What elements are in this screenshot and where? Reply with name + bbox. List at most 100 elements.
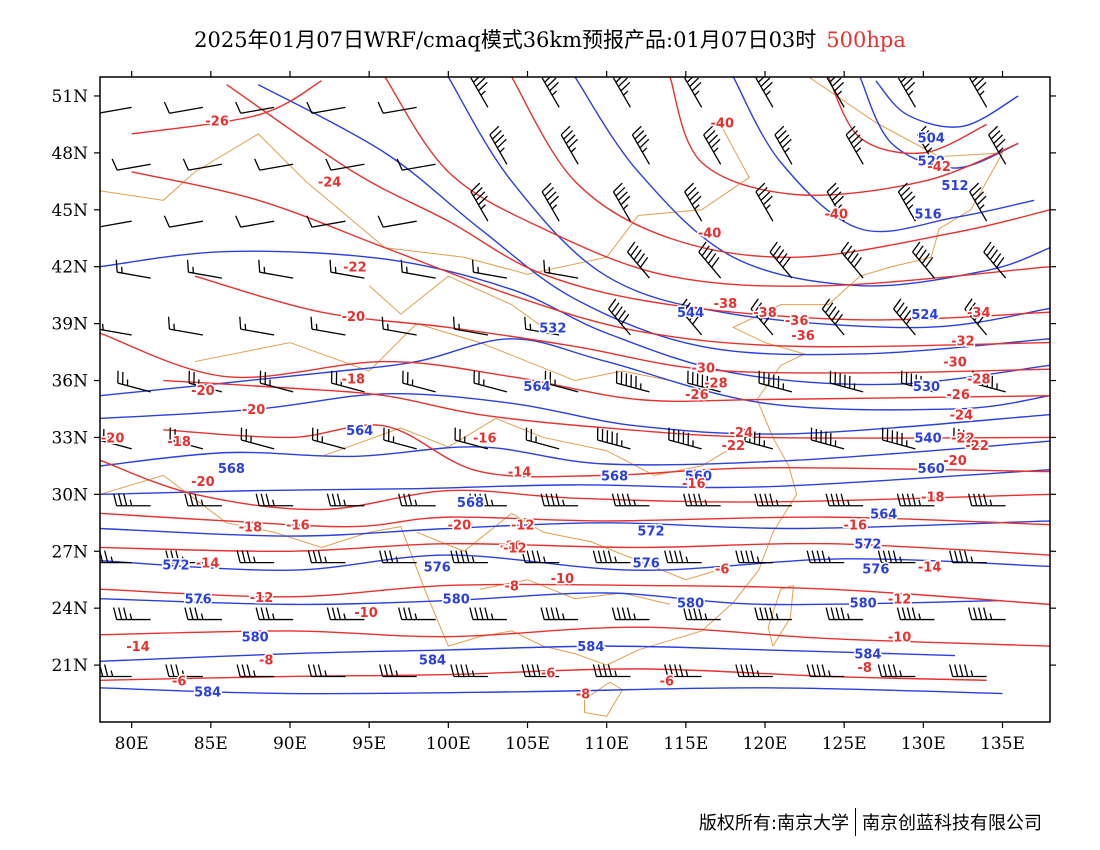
height-contour <box>732 77 1035 233</box>
wind-barb <box>186 259 223 279</box>
temperature-label: -34 <box>967 306 991 321</box>
height-label: 576 <box>424 560 451 575</box>
copyright-owner: 版权所有:南京大学 <box>698 813 849 834</box>
border-line <box>368 275 544 328</box>
wind-barb <box>825 493 864 507</box>
temperature-contour <box>194 275 1050 374</box>
temperature-label: -24 <box>730 426 754 441</box>
wind-barb <box>100 428 132 450</box>
temperature-label: -32 <box>951 335 975 350</box>
wind-barb <box>310 316 346 336</box>
temperature-contour <box>827 77 987 155</box>
height-label: 520 <box>918 154 945 169</box>
wind-barb <box>111 158 151 171</box>
temperature-label: -16 <box>473 431 497 446</box>
temperature-label: -26 <box>205 115 229 130</box>
wind-barb <box>381 316 417 336</box>
lon-tick-label: 115E <box>663 734 708 754</box>
temperature-label: -20 <box>448 519 472 534</box>
height-contour <box>100 338 1050 411</box>
temperature-label: -26 <box>946 388 970 403</box>
wind-barb <box>379 664 417 678</box>
wind-barb <box>684 182 703 222</box>
temperature-contour <box>163 424 1050 478</box>
temperature-label: -42 <box>927 160 951 175</box>
wind-barb <box>452 316 489 336</box>
border-line <box>100 118 750 275</box>
height-label: 560 <box>685 469 712 484</box>
wind-barb <box>611 493 650 507</box>
temperature-label: -8 <box>504 579 518 594</box>
wind-barb <box>543 259 579 279</box>
wind-barb <box>521 664 560 678</box>
temperature-label: -6 <box>660 674 674 689</box>
temperature-label: -38 <box>753 306 777 321</box>
temperature-contour <box>163 379 1050 439</box>
wind-barb <box>596 427 631 450</box>
wind-barb <box>668 427 702 450</box>
wind-barb <box>471 259 508 279</box>
wind-barb <box>326 607 365 621</box>
lon-tick-label: 90E <box>273 734 307 754</box>
temperature-label: -38 <box>714 297 738 312</box>
height-label: 572 <box>854 538 881 553</box>
temperature-contour <box>100 542 1050 556</box>
map-frame <box>99 76 1051 723</box>
wind-barb <box>968 607 1006 621</box>
wind-barb <box>912 241 935 279</box>
copyright-company: 南京创蓝科技有限公司 <box>862 813 1042 834</box>
wind-barb <box>758 370 793 393</box>
temperature-contour <box>100 512 1050 528</box>
height-contour <box>100 440 1050 467</box>
lon-tick-label: 120E <box>743 734 788 754</box>
wind-barb <box>113 607 151 621</box>
wind-barb <box>254 158 294 171</box>
lat-tick-label: 33N <box>51 428 88 448</box>
wind-barb <box>100 664 132 678</box>
wind-barb <box>612 182 631 222</box>
height-label: 576 <box>862 562 889 577</box>
height-label: 560 <box>918 462 945 477</box>
wind-barb <box>540 493 579 507</box>
wind-barb <box>592 664 631 678</box>
height-label: 564 <box>346 424 373 439</box>
temperature-label: -14 <box>508 466 532 481</box>
height-contour <box>859 77 1019 169</box>
temperature-label: -28 <box>967 373 991 388</box>
wind-barb <box>167 316 204 336</box>
wind-barb <box>524 316 560 336</box>
longitude-axis: 80E 85E 90E 95E 100E 105E 110E 115E 120E 125E 130E… <box>115 71 1025 754</box>
temperature-label: -16 <box>844 519 868 534</box>
height-label: 568 <box>601 469 628 484</box>
temperature-labels: -26-24-40-42-40-40-22-38-36-20-18-20-20-… <box>100 113 992 704</box>
wind-barb <box>184 607 222 621</box>
wind-barb <box>169 427 204 450</box>
wind-barb <box>826 182 845 222</box>
wind-barb <box>687 370 721 393</box>
temperature-label: -18 <box>167 435 191 450</box>
wind-barb <box>450 550 488 564</box>
temperature-contour <box>100 332 1050 403</box>
wind-barb <box>735 550 773 564</box>
height-label: 512 <box>941 179 968 194</box>
temperature-label: -14 <box>918 560 942 575</box>
wind-barb <box>235 101 275 114</box>
temperature-label: -14 <box>196 557 220 572</box>
wind-barb <box>755 182 774 222</box>
wind-barb <box>521 550 560 564</box>
temperature-label: -40 <box>698 227 722 242</box>
latitude-axis: 51N 48N 45N 42N 39N 36N 33N 30N 27N 24N 21N <box>51 87 1056 676</box>
wind-barb <box>684 77 703 108</box>
temperature-contour <box>669 77 1019 197</box>
temperature-label: -20 <box>191 475 215 490</box>
temperature-label: -10 <box>551 572 575 587</box>
border-line <box>194 323 671 382</box>
wind-barb <box>893 298 916 336</box>
temperature-label: -12 <box>888 593 912 608</box>
footer-divider <box>855 808 856 836</box>
lat-tick-label: 42N <box>51 258 88 278</box>
lon-tick-label: 100E <box>426 734 471 754</box>
temperature-label: -12 <box>503 541 527 556</box>
wind-barb <box>810 427 845 450</box>
wind-barb <box>612 77 631 108</box>
